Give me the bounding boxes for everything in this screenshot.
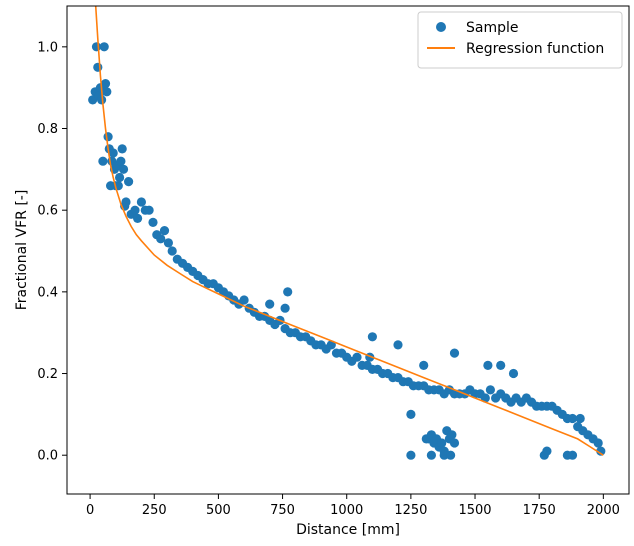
sample-point — [98, 156, 108, 166]
sample-point — [130, 205, 140, 215]
sample-point — [496, 360, 506, 370]
legend-label-regression: Regression function — [466, 41, 604, 57]
y-tick-label: 0.4 — [37, 285, 58, 300]
sample-point — [103, 132, 113, 142]
sample-point — [367, 332, 377, 342]
sample-point — [116, 156, 126, 166]
sample-point — [419, 360, 429, 370]
sample-point — [99, 42, 109, 52]
legend-marker-sample — [436, 22, 446, 32]
sample-point — [485, 385, 495, 395]
plot-frame — [66, 5, 630, 495]
sample-point — [449, 348, 460, 358]
y-axis-label: Fractional VFR [-] — [14, 190, 30, 311]
legend-label-sample: Sample — [466, 20, 519, 36]
sample-point — [148, 217, 158, 227]
sample-point — [596, 446, 606, 456]
sample-point — [406, 450, 416, 460]
sample-point — [283, 287, 293, 297]
x-tick-label: 250 — [142, 503, 167, 518]
sample-point — [115, 172, 125, 183]
x-tick-label: 2000 — [587, 503, 620, 518]
sample-point — [97, 95, 107, 105]
x-tick-label: 1750 — [523, 503, 556, 518]
sample-point — [480, 393, 490, 403]
x-tick-label: 1500 — [458, 503, 491, 518]
sample-point — [280, 303, 290, 313]
x-tick-label: 1250 — [394, 503, 427, 518]
sample-point — [102, 87, 112, 97]
sample-point — [121, 197, 131, 207]
sample-point — [483, 360, 493, 370]
sample-point — [447, 430, 457, 440]
y-tick-label: 1.0 — [37, 40, 58, 55]
sample-point — [406, 409, 416, 419]
regression-line — [94, 6, 604, 456]
y-tick-label: 0.6 — [37, 204, 58, 219]
sample-point — [449, 438, 460, 448]
sample-point — [117, 144, 127, 154]
y-tick-label: 0.0 — [37, 449, 58, 464]
sample-point — [167, 246, 177, 256]
sample-point — [437, 438, 447, 448]
sample-point — [133, 213, 143, 223]
y-axis: 0.0 0.2 0.4 0.6 0.8 1.0 — [37, 40, 67, 464]
sample-point — [159, 226, 170, 236]
sample-point — [446, 450, 456, 460]
legend: Sample Regression function — [417, 11, 623, 69]
sample-point — [93, 62, 103, 72]
x-tick-label: 1000 — [330, 503, 363, 518]
sample-point — [239, 295, 249, 305]
sample-point — [567, 413, 578, 424]
sample-point — [593, 438, 603, 448]
sample-point — [575, 413, 585, 424]
sample-point — [136, 197, 146, 207]
legend-box — [417, 11, 623, 69]
sample-point — [124, 177, 134, 187]
sample-point — [352, 352, 362, 362]
sample-point — [156, 234, 166, 244]
sample-point — [508, 368, 519, 379]
x-tick-label: 500 — [206, 503, 231, 518]
sample-point — [426, 450, 436, 460]
sample-point — [567, 450, 578, 460]
x-tick-label: 750 — [270, 503, 295, 518]
y-tick-label: 0.2 — [37, 367, 58, 382]
x-axis-label: Distance [mm] — [296, 522, 400, 538]
sample-point — [265, 299, 275, 309]
x-tick-label: 0 — [86, 503, 94, 518]
sample-point — [542, 446, 552, 456]
sample-point — [118, 164, 129, 174]
x-axis: 0 250 500 750 1000 1250 1500 1750 2000 — [86, 494, 620, 518]
y-tick-label: 0.8 — [37, 122, 58, 137]
sample-point — [108, 148, 118, 158]
sample-point — [144, 205, 154, 215]
sample-point — [100, 79, 111, 89]
sample-point — [163, 238, 173, 248]
sample-point — [439, 450, 449, 460]
sample-point — [393, 340, 403, 350]
